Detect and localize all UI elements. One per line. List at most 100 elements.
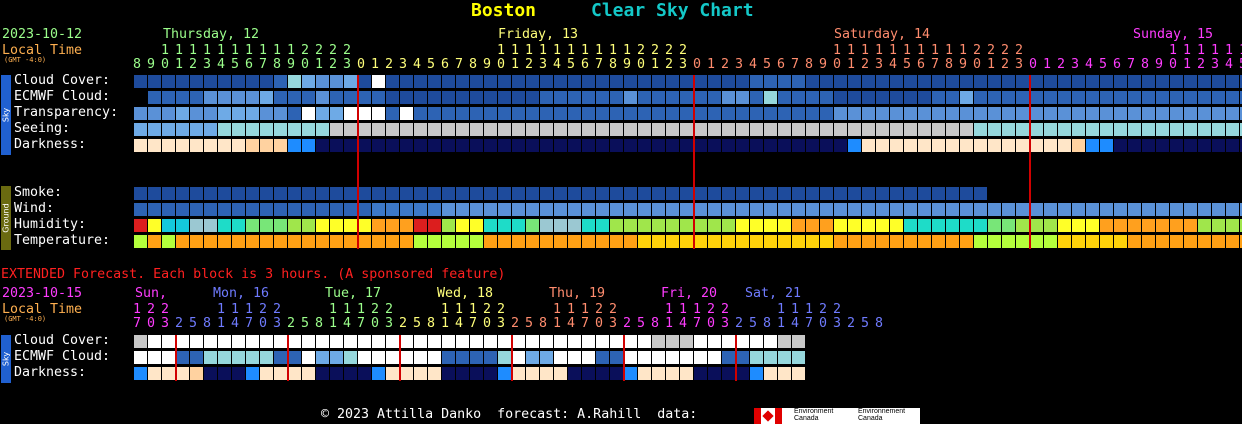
ext-ecmwf-cloud-cell[interactable] xyxy=(652,351,665,364)
transparency-cell[interactable] xyxy=(624,107,637,120)
ext-ecmwf-cloud-cell[interactable] xyxy=(624,351,637,364)
humidity-cell[interactable] xyxy=(918,219,931,232)
transparency-cell[interactable] xyxy=(1198,107,1211,120)
humidity-cell[interactable] xyxy=(610,219,623,232)
ext-ecmwf-cloud-cell[interactable] xyxy=(414,351,427,364)
seeing-cell[interactable] xyxy=(918,123,931,136)
ext-ecmwf-cloud-cell[interactable] xyxy=(316,351,329,364)
transparency-cell[interactable] xyxy=(1128,107,1141,120)
humidity-cell[interactable] xyxy=(792,219,805,232)
wind-cell[interactable] xyxy=(904,203,917,216)
temperature-cell[interactable] xyxy=(1072,235,1085,248)
transparency-cell[interactable] xyxy=(1156,107,1169,120)
humidity-cell[interactable] xyxy=(162,219,175,232)
wind-cell[interactable] xyxy=(372,203,385,216)
cloud-cover-cell[interactable] xyxy=(1128,75,1141,88)
transparency-cell[interactable] xyxy=(442,107,455,120)
seeing-cell[interactable] xyxy=(218,123,231,136)
transparency-cell[interactable] xyxy=(484,107,497,120)
ext-cloud-cover-cell[interactable] xyxy=(162,335,175,348)
ecmwf-cloud-cell[interactable] xyxy=(1198,91,1211,104)
ecmwf-cloud-cell[interactable] xyxy=(778,91,791,104)
seeing-cell[interactable] xyxy=(1100,123,1113,136)
darkness-cell[interactable] xyxy=(1212,139,1225,152)
seeing-cell[interactable] xyxy=(750,123,763,136)
temperature-cell[interactable] xyxy=(218,235,231,248)
ext-ecmwf-cloud-cell[interactable] xyxy=(232,351,245,364)
cloud-cover-cell[interactable] xyxy=(134,75,147,88)
ext-ecmwf-cloud-cell[interactable] xyxy=(344,351,357,364)
smoke-cell[interactable] xyxy=(400,187,413,200)
ecmwf-cloud-cell[interactable] xyxy=(862,91,875,104)
ext-cloud-cover-cell[interactable] xyxy=(736,335,749,348)
wind-cell[interactable] xyxy=(1142,203,1155,216)
temperature-cell[interactable] xyxy=(904,235,917,248)
ext-ecmwf-cloud-cell[interactable] xyxy=(638,351,651,364)
temperature-cell[interactable] xyxy=(358,235,371,248)
ext-cloud-cover-cell[interactable] xyxy=(582,335,595,348)
cloud-cover-cell[interactable] xyxy=(694,75,707,88)
humidity-cell[interactable] xyxy=(260,219,273,232)
cloud-cover-cell[interactable] xyxy=(1226,75,1239,88)
wind-cell[interactable] xyxy=(1240,203,1242,216)
cloud-cover-cell[interactable] xyxy=(1142,75,1155,88)
cloud-cover-cell[interactable] xyxy=(1198,75,1211,88)
cloud-cover-cell[interactable] xyxy=(190,75,203,88)
seeing-cell[interactable] xyxy=(1114,123,1127,136)
ecmwf-cloud-cell[interactable] xyxy=(1002,91,1015,104)
humidity-cell[interactable] xyxy=(722,219,735,232)
transparency-cell[interactable] xyxy=(862,107,875,120)
transparency-cell[interactable] xyxy=(162,107,175,120)
darkness-cell[interactable] xyxy=(442,139,455,152)
wind-cell[interactable] xyxy=(624,203,637,216)
ext-cloud-cover-cell[interactable] xyxy=(568,335,581,348)
ecmwf-cloud-cell[interactable] xyxy=(554,91,567,104)
wind-cell[interactable] xyxy=(1086,203,1099,216)
transparency-cell[interactable] xyxy=(358,107,371,120)
ext-darkness-cell[interactable] xyxy=(330,367,343,380)
seeing-cell[interactable] xyxy=(1184,123,1197,136)
seeing-cell[interactable] xyxy=(932,123,945,136)
seeing-cell[interactable] xyxy=(456,123,469,136)
temperature-cell[interactable] xyxy=(470,235,483,248)
darkness-cell[interactable] xyxy=(848,139,861,152)
transparency-cell[interactable] xyxy=(820,107,833,120)
transparency-cell[interactable] xyxy=(834,107,847,120)
seeing-cell[interactable] xyxy=(666,123,679,136)
temperature-cell[interactable] xyxy=(400,235,413,248)
ext-cloud-cover-cell[interactable] xyxy=(400,335,413,348)
temperature-cell[interactable] xyxy=(1030,235,1043,248)
ecmwf-cloud-cell[interactable] xyxy=(512,91,525,104)
ext-cloud-cover-cell[interactable] xyxy=(232,335,245,348)
humidity-cell[interactable] xyxy=(890,219,903,232)
cloud-cover-cell[interactable] xyxy=(610,75,623,88)
ext-darkness-cell[interactable] xyxy=(624,367,637,380)
wind-cell[interactable] xyxy=(1058,203,1071,216)
seeing-cell[interactable] xyxy=(344,123,357,136)
darkness-cell[interactable] xyxy=(470,139,483,152)
transparency-cell[interactable] xyxy=(1044,107,1057,120)
ext-darkness-cell[interactable] xyxy=(666,367,679,380)
transparency-cell[interactable] xyxy=(722,107,735,120)
transparency-cell[interactable] xyxy=(596,107,609,120)
seeing-cell[interactable] xyxy=(680,123,693,136)
seeing-cell[interactable] xyxy=(708,123,721,136)
temperature-cell[interactable] xyxy=(778,235,791,248)
humidity-cell[interactable] xyxy=(1002,219,1015,232)
ext-ecmwf-cloud-cell[interactable] xyxy=(680,351,693,364)
cloud-cover-cell[interactable] xyxy=(568,75,581,88)
darkness-cell[interactable] xyxy=(778,139,791,152)
wind-cell[interactable] xyxy=(722,203,735,216)
ext-cloud-cover-cell[interactable] xyxy=(148,335,161,348)
temperature-cell[interactable] xyxy=(1114,235,1127,248)
humidity-cell[interactable] xyxy=(190,219,203,232)
temperature-cell[interactable] xyxy=(1240,235,1242,248)
darkness-cell[interactable] xyxy=(246,139,259,152)
seeing-cell[interactable] xyxy=(960,123,973,136)
seeing-cell[interactable] xyxy=(722,123,735,136)
ext-cloud-cover-cell[interactable] xyxy=(512,335,525,348)
wind-cell[interactable] xyxy=(232,203,245,216)
ext-cloud-cover-cell[interactable] xyxy=(680,335,693,348)
temperature-cell[interactable] xyxy=(582,235,595,248)
ext-cloud-cover-cell[interactable] xyxy=(792,335,805,348)
